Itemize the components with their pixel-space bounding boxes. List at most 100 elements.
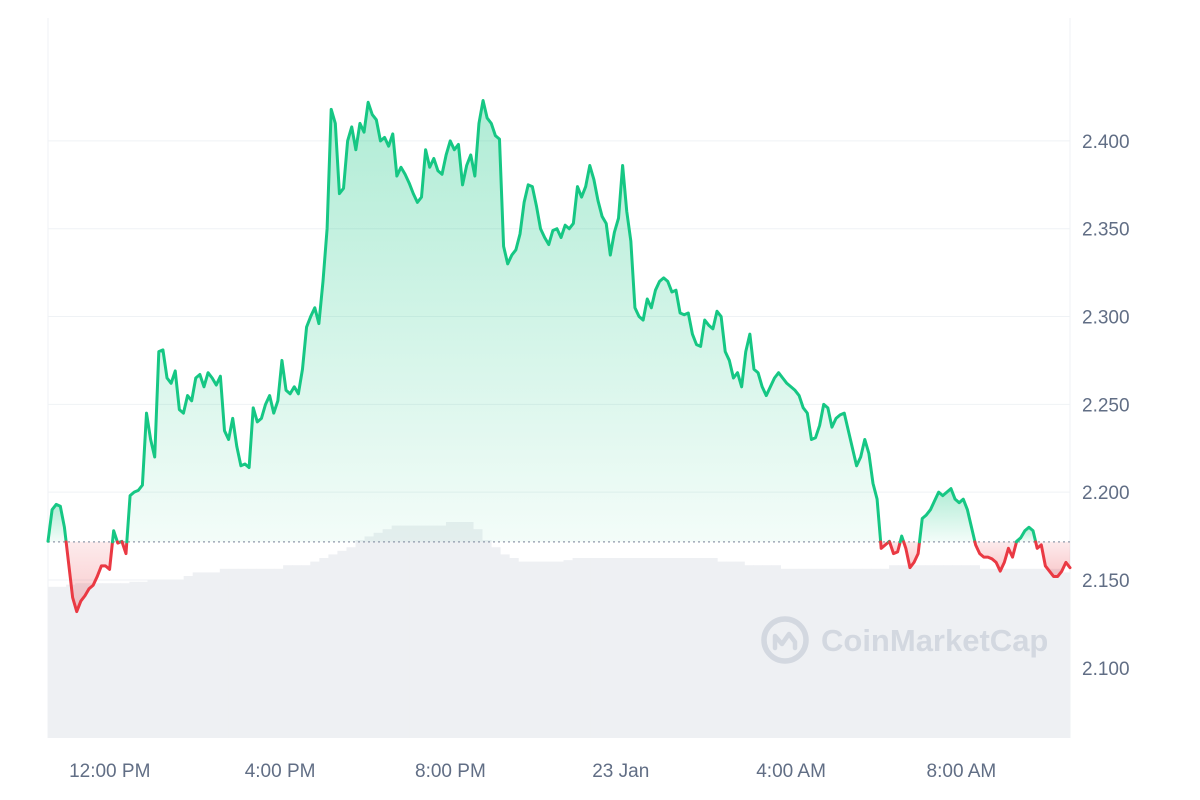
volume-bar [997, 568, 1008, 738]
volume-bar [509, 558, 519, 738]
price-line-down [902, 540, 922, 570]
volume-bar [681, 558, 691, 738]
area-below-baseline [903, 541, 920, 568]
volume-bar [898, 565, 908, 738]
price-line-up [918, 487, 977, 544]
volume-bar [708, 558, 718, 738]
watermark-text: CoinMarketCap [821, 623, 1048, 658]
volume-bar [66, 584, 76, 738]
x-tick-label: 4:00 PM [245, 761, 316, 782]
volume-bar [400, 525, 411, 738]
volume-bar [952, 565, 962, 738]
volume-bar [617, 558, 628, 738]
y-tick-label: 2.300 [1082, 308, 1130, 329]
volume-bar [852, 568, 863, 738]
volume-bar [192, 572, 203, 738]
volume-bar [1033, 568, 1044, 738]
price-line-down [888, 540, 902, 556]
y-tick-label: 2.150 [1082, 571, 1130, 592]
volume-bar [988, 568, 999, 738]
volume-bar [464, 522, 474, 738]
volume-bar [934, 565, 944, 738]
price-line-up [110, 529, 119, 544]
volume-bar [816, 568, 827, 738]
volume-bar [970, 565, 980, 738]
volume-bar [391, 525, 402, 738]
volume-bar [111, 583, 121, 738]
volume-bar [201, 572, 212, 738]
volume-bars [48, 522, 1071, 738]
volume-bar [310, 561, 320, 738]
volume-bar [328, 554, 338, 738]
volume-bar [834, 568, 845, 738]
volume-bar [246, 568, 257, 738]
volume-bar [75, 583, 85, 738]
area-below-baseline [66, 541, 113, 612]
volume-bar [355, 540, 365, 738]
volume-bar [554, 561, 564, 738]
volume-bar [319, 558, 329, 738]
coinmarketcap-logo-icon [761, 616, 809, 664]
volume-bar [807, 568, 818, 738]
volume-bar [292, 565, 302, 738]
price-line-down [1034, 540, 1072, 578]
volume-bar [346, 547, 356, 738]
volume-bar [1015, 568, 1026, 738]
volume-bar [165, 579, 176, 738]
price-line-down [973, 540, 1019, 573]
price-line-up [46, 502, 68, 544]
price-line-down [120, 540, 129, 556]
y-tick-label: 2.250 [1082, 395, 1130, 416]
price-line-up [1015, 525, 1038, 544]
volume-bar [373, 532, 384, 738]
volume-bar [518, 561, 528, 738]
volume-bar [744, 565, 754, 738]
x-tick-label: 8:00 PM [415, 761, 486, 782]
volume-bar [364, 536, 374, 738]
price-line-up [898, 534, 906, 544]
x-axis-ticks: 12:00 PM 4:00 PM 8:00 PM 23 Jan 4:00 AM 8:00 … [69, 761, 996, 782]
volume-bar [726, 561, 736, 738]
volume-bar [237, 568, 248, 738]
y-tick-label: 2.350 [1082, 220, 1130, 241]
volume-bar [943, 565, 953, 738]
volume-bar [500, 554, 510, 738]
volume-bar [780, 568, 791, 738]
volume-bar [572, 558, 583, 738]
volume-bar [1042, 568, 1053, 738]
volume-bar [337, 550, 347, 738]
volume-bar [644, 558, 655, 738]
volume-bar [183, 576, 194, 738]
volume-bar [626, 558, 637, 738]
volume-bar [283, 565, 293, 738]
x-tick-label: 8:00 AM [927, 761, 997, 782]
volume-bar [861, 568, 872, 738]
volume-bar [581, 558, 592, 738]
volume-bar [156, 579, 166, 738]
price-areas [48, 100, 1070, 612]
volume-bar [907, 565, 917, 738]
volume-bar [843, 568, 854, 738]
volume-bar [1006, 568, 1017, 738]
volume-bar [120, 583, 130, 738]
y-tick-label: 2.200 [1082, 483, 1130, 504]
volume-bar [418, 525, 429, 738]
x-tick-label: 12:00 PM [69, 761, 150, 782]
volume-bar [871, 568, 881, 738]
volume-bar [1060, 572, 1071, 738]
volume-bar [789, 568, 800, 738]
area-below-baseline [974, 541, 1017, 572]
volume-bar [256, 568, 266, 738]
y-tick-label: 2.100 [1082, 659, 1130, 680]
volume-bar [93, 583, 103, 738]
volume-bar [653, 558, 664, 738]
area-below-baseline [1035, 541, 1070, 577]
volume-bar [663, 558, 673, 738]
volume-bar [608, 558, 619, 738]
volume-bar [545, 561, 555, 738]
volume-bar [409, 525, 420, 738]
watermark: CoinMarketCap [761, 616, 1048, 664]
y-axis-ticks: 2.400 2.350 2.300 2.250 2.200 2.150 2.100 [1082, 132, 1130, 680]
volume-bar [536, 561, 546, 738]
volume-bar [482, 540, 492, 738]
